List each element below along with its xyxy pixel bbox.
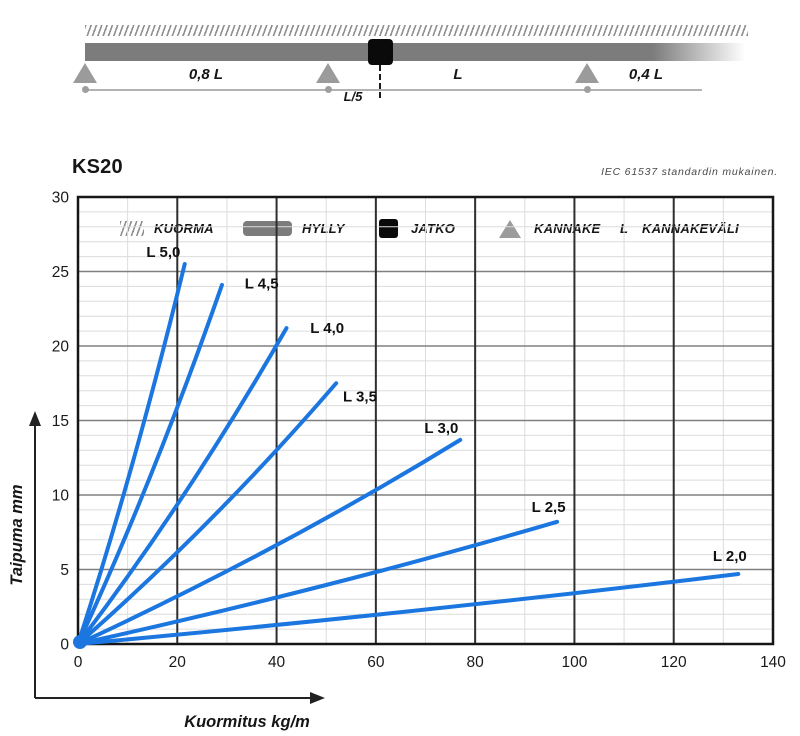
chart-note: IEC 61537 standardin mukainen. [601,166,778,178]
grid-layer [76,195,775,646]
series-label: L 4,5 [245,275,279,292]
legend-label-kannake: KANNAKE [534,221,601,236]
y-tick-label: 0 [60,637,69,654]
series-label: L 2,0 [713,548,747,565]
y-tick-label: 15 [52,413,69,430]
series-line [76,571,741,646]
y-tick-label: 25 [52,264,69,281]
series-label: L 4,0 [310,320,344,337]
y-axis-arrow [29,411,41,698]
legend-label-jatko: JATKO [411,221,456,236]
support-triangle-icon [499,220,521,238]
series-label: L 5,0 [146,244,180,261]
support-triangle-icon [575,63,599,83]
series-line [76,262,187,646]
load-hatch-icon [85,25,748,36]
legend-label-kuorma: KUORMA [154,221,214,236]
y-axis-label: Taipuma mm [10,484,26,585]
shelf-beam [85,43,745,61]
deflection-chart: Taipuma mm Kuormitus kg/m L 5,0 L 4,5 L 4,… [10,190,787,732]
series-layer: L 5,0 L 4,5 L 4,0 L 3,5 L 3,0 L 2,5 L 2,0 [73,244,747,649]
y-tick-label: 30 [52,190,70,207]
x-tick-label: 60 [367,654,385,671]
dimension-dot [82,86,89,93]
legend-label-hylly: HYLLY [302,221,345,236]
joint-dashed-line [379,65,381,98]
legend: KUORMA HYLLY JATKO KANNAKE L KANNAKEVÄLI [0,105,800,238]
x-axis-label: Kuormitus kg/m [184,713,310,731]
joint-icon [379,219,398,238]
joint-icon [368,39,393,65]
support-triangle-icon [73,63,97,83]
plot-border [76,195,775,646]
x-tick-label: 140 [760,654,786,671]
series-label: L 3,5 [343,389,377,406]
dimension-dot [584,86,591,93]
origin-dot [73,635,87,649]
chart-title: KS20 [72,156,123,178]
x-tick-label: 120 [661,654,687,671]
y-tick-label: 10 [52,488,70,505]
x-tick-label: 100 [561,654,587,671]
y-tick-label: 20 [52,339,70,356]
joint-offset-label: L/5 [343,89,363,104]
y-tick-label: 5 [60,562,69,579]
series-line [76,326,289,646]
shelf-icon [243,221,292,236]
x-tick-label: 0 [74,654,83,671]
hatch-icon [120,221,144,236]
series-line [76,519,560,646]
legend-label-kannakevali: KANNAKEVÄLI [642,221,739,236]
span-label-left: 0,8 L [188,66,224,83]
dimension-line [85,89,702,91]
series-line [76,381,339,646]
series-line [76,282,224,646]
x-axis-arrow [35,692,325,704]
support-triangle-icon [316,63,340,83]
tick-layer: 0 5 10 15 20 25 30 0 20 40 60 80 100 120 140 [52,190,787,672]
series-line [76,437,463,646]
x-tick-label: 80 [467,654,485,671]
span-label-mid: L [453,66,463,83]
series-label: L 3,0 [424,420,458,437]
x-tick-label: 20 [169,654,187,671]
span-label-right: 0,4 L [628,66,664,83]
dimension-dot [325,86,332,93]
x-tick-label: 40 [268,654,286,671]
series-label: L 2,5 [532,499,566,516]
beam-diagram: 0,8 L L 0,4 L L/5 [0,0,800,105]
